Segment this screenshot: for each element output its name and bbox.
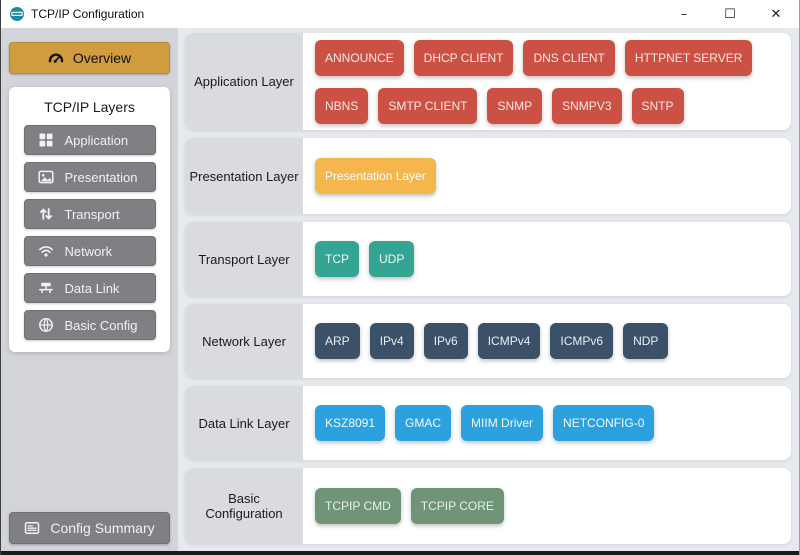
minimize-button[interactable]: –: [661, 0, 707, 28]
module-button-ipv4[interactable]: IPv4: [369, 323, 414, 359]
app-icon: [9, 6, 25, 22]
arrows-vertical-icon: [38, 206, 54, 222]
globe-icon: [38, 317, 54, 333]
row-button-area: ARP IPv4 IPv6 ICMPv4 ICMPv6 NDP: [303, 304, 791, 378]
image-icon: [37, 169, 54, 185]
sidebar-item-transport[interactable]: Transport: [23, 199, 156, 229]
layer-rows: Application Layer ANNOUNCE DHCP CLIENT DNS …: [178, 28, 799, 551]
title-bar: TCP/IP Configuration – ☐ ✕: [1, 0, 799, 28]
row-label: Transport Layer: [185, 222, 303, 296]
row-label: Network Layer: [185, 304, 303, 378]
row-button-area: KSZ8091 GMAC MIIM Driver NETCONFIG-0: [303, 386, 791, 460]
module-button-ndp[interactable]: NDP: [623, 323, 669, 359]
row-label: Presentation Layer: [185, 138, 303, 214]
sidebar-item-data-link[interactable]: Data Link: [23, 273, 156, 303]
module-button-tcpip-cmd[interactable]: TCPIP CMD: [315, 488, 401, 524]
module-button-icmpv4[interactable]: ICMPv4: [477, 323, 541, 359]
row-label: Basic Configuration: [185, 468, 303, 544]
overview-button[interactable]: Overview: [9, 42, 170, 74]
module-button-smtp-client[interactable]: SMTP CLIENT: [378, 87, 478, 124]
sidebar-spacer: [9, 352, 170, 512]
window-title: TCP/IP Configuration: [31, 7, 145, 21]
list-icon: [24, 520, 40, 536]
maximize-button[interactable]: ☐: [707, 0, 753, 28]
layer-row: Application Layer ANNOUNCE DHCP CLIENT DNS …: [185, 33, 791, 130]
workspace: Overview TCP/IP Layers Application Presen…: [1, 28, 799, 551]
close-button[interactable]: ✕: [753, 0, 799, 28]
sidebar-layer-list: Application Presentation Transport Network D…: [9, 125, 170, 340]
module-button-miim-driver[interactable]: MIIM Driver: [461, 405, 544, 441]
module-button-dns-client[interactable]: DNS CLIENT: [523, 39, 615, 76]
sidebar-item-network[interactable]: Network: [23, 236, 156, 266]
row-button-area: Presentation Layer: [303, 138, 791, 214]
module-button-icmpv6[interactable]: ICMPv6: [550, 323, 614, 359]
wifi-icon: [38, 243, 54, 259]
layer-row: Presentation Layer Presentation Layer: [185, 138, 791, 214]
layer-row: Transport Layer TCP UDP: [185, 222, 791, 296]
layer-row: Data Link Layer KSZ8091 GMAC MIIM Driver NET…: [185, 386, 791, 460]
sidebar-item-label: Presentation: [64, 169, 138, 185]
module-button-ksz8091[interactable]: KSZ8091: [315, 405, 386, 441]
overview-label: Overview: [72, 50, 132, 66]
module-button-nbns[interactable]: NBNS: [315, 87, 369, 124]
module-button-sntp[interactable]: SNTP: [631, 87, 684, 124]
layer-row: Basic Configuration TCPIP CMD TCPIP CORE: [185, 468, 791, 544]
sidebar-item-presentation[interactable]: Presentation: [23, 162, 156, 192]
sidebar-item-label: Application: [64, 132, 129, 148]
module-button-snmp[interactable]: SNMP: [487, 87, 543, 124]
network-icon: [38, 280, 54, 296]
module-button-gmac[interactable]: GMAC: [395, 405, 452, 441]
sidebar-item-label: Basic Config: [64, 317, 138, 333]
module-button-presentation-layer[interactable]: Presentation Layer: [315, 158, 436, 194]
row-label: Data Link Layer: [185, 386, 303, 460]
module-button-httpnet-server[interactable]: HTTPNET SERVER: [624, 39, 753, 76]
config-summary-label: Config Summary: [50, 520, 155, 536]
module-button-ipv6[interactable]: IPv6: [423, 323, 468, 359]
module-button-udp[interactable]: UDP: [369, 241, 415, 277]
window-controls: – ☐ ✕: [661, 0, 799, 28]
module-button-dhcp-client[interactable]: DHCP CLIENT: [413, 39, 514, 76]
row-button-area: TCPIP CMD TCPIP CORE: [303, 468, 791, 544]
window-bottom-edge: [1, 551, 799, 555]
row-label: Application Layer: [185, 33, 303, 130]
module-button-netconfig-0[interactable]: NETCONFIG-0: [553, 405, 655, 441]
module-button-snmpv3[interactable]: SNMPV3: [552, 87, 622, 124]
sidebar-item-label: Transport: [64, 206, 120, 222]
row-button-area: TCP UDP: [303, 222, 791, 296]
layer-row: Network Layer ARP IPv4 IPv6 ICMPv4 ICMPv6 NDP: [185, 304, 791, 378]
sidebar-item-basic-config[interactable]: Basic Config: [23, 310, 156, 340]
layers-panel: TCP/IP Layers Application Presentation Tra…: [9, 87, 170, 352]
module-button-arp[interactable]: ARP: [315, 323, 360, 359]
sidebar-item-application[interactable]: Application: [23, 125, 156, 155]
module-button-tcp[interactable]: TCP: [315, 241, 359, 277]
config-summary-button[interactable]: Config Summary: [9, 512, 170, 544]
gauge-icon: [48, 50, 64, 66]
layers-panel-title: TCP/IP Layers: [44, 99, 135, 115]
sidebar-item-label: Data Link: [64, 280, 120, 296]
module-button-announce[interactable]: ANNOUNCE: [315, 39, 404, 76]
row-button-area: ANNOUNCE DHCP CLIENT DNS CLIENT HTTPNET SER…: [303, 33, 791, 130]
sidebar: Overview TCP/IP Layers Application Presen…: [1, 28, 178, 551]
grid-icon: [38, 132, 54, 148]
module-button-tcpip-core[interactable]: TCPIP CORE: [410, 488, 504, 524]
sidebar-item-label: Network: [64, 243, 113, 259]
